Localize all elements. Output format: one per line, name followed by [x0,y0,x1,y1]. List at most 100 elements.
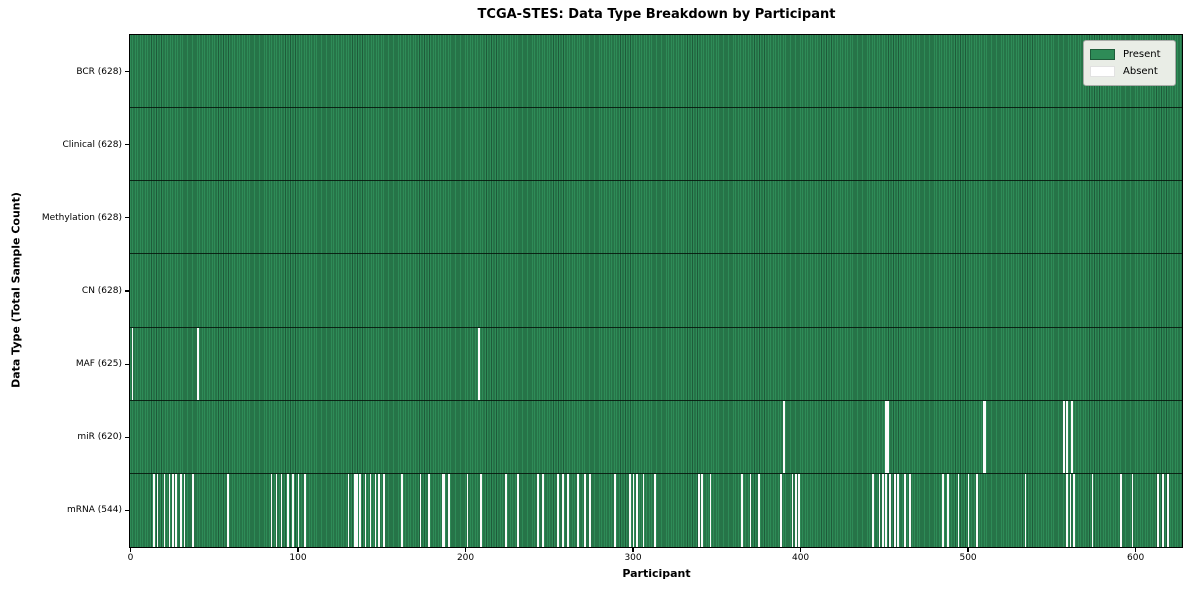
absent-mark [1066,400,1069,473]
absent-mark [791,473,794,547]
absent-mark [629,473,631,547]
absent-mark [171,473,174,547]
absent-mark [709,473,712,547]
ytick-label-Clinical: Clinical (628) [62,139,122,150]
legend-label-present: Present [1123,49,1161,60]
absent-mark [741,473,744,547]
absent-mark [275,473,278,547]
plot-area [129,34,1183,548]
absent-mark [443,473,445,547]
absent-mark [347,473,350,547]
absent-mark [537,473,539,547]
row-miR [130,400,1182,474]
row-mRNA [130,473,1182,547]
absent-mark [505,473,507,547]
absent-mark [942,473,945,547]
absent-mark [908,473,911,547]
absent-mark [872,473,874,547]
absent-mark [516,473,519,547]
absent-mark [882,473,884,547]
ytick-label-Methylation: Methylation (628) [41,212,122,223]
absent-mark [153,473,156,547]
absent-mark [893,473,896,547]
absent-mark [798,473,801,547]
absent-mark [1069,473,1072,547]
absent-mark [191,473,194,547]
absent-mark [642,473,645,547]
ytick-label-miR: miR (620) [77,432,122,443]
absent-mark [131,327,134,400]
absent-mark [280,473,283,547]
absent-mark [614,473,616,547]
row-MAF [130,327,1182,401]
absent-mark [356,473,358,547]
xtick-mark [799,547,802,552]
absent-mark [354,473,357,547]
xtick-mark [129,547,132,552]
absent-mark [364,473,367,547]
absent-mark [304,473,306,547]
ytick-mark [124,436,129,438]
absent-mark [287,473,290,547]
absent-mark [1161,473,1164,547]
absent-mark [197,327,199,400]
absent-mark [382,473,385,547]
chart-title: TCGA-STES: Data Type Breakdown by Partic… [477,7,836,22]
xtick-label-0: 0 [127,553,134,563]
absent-mark [401,473,404,547]
absent-mark [885,400,888,473]
absent-mark [377,473,380,547]
ytick-mark [124,144,129,146]
absent-mark [654,473,656,547]
absent-mark [1131,473,1134,547]
absent-mark [542,473,544,547]
xtick-label-200: 200 [456,553,475,563]
absent-mark [887,400,889,473]
absent-mark [419,473,422,547]
absent-mark [359,473,362,547]
absent-mark [982,400,985,473]
absent-mark [888,473,891,547]
ytick-mark [124,70,129,73]
ytick-mark [124,217,129,219]
xtick-mark [632,547,634,552]
absent-mark [227,473,229,547]
absent-mark [567,473,569,547]
absent-mark [701,473,703,547]
absent-mark [1063,400,1065,473]
absent-mark [478,327,481,400]
legend-entry-absent: Absent [1090,63,1167,80]
absent-mark [588,473,591,547]
absent-mark [180,473,182,547]
ytick-label-CN: CN (628) [81,286,122,296]
legend: Present Absent [1083,40,1176,86]
xtick-mark [464,547,467,552]
absent-mark [577,473,579,547]
absent-mark [374,473,377,547]
absent-mark [1066,473,1069,547]
absent-mark [795,473,797,547]
absent-mark [466,473,469,547]
absent-mark [1091,473,1094,547]
absent-mark [428,473,430,547]
ytick-label-mRNA: mRNA (544) [67,505,122,516]
absent-mark [758,473,760,547]
row-Clinical [130,108,1182,182]
legend-entry-present: Present [1090,46,1167,63]
present-swatch-icon [1090,49,1115,60]
absent-mark [441,473,444,547]
ytick-label-MAF: MAF (625) [75,359,122,370]
xtick-mark [297,547,299,552]
xtick-label-600: 600 [1127,553,1145,563]
x-axis-label: Participant [622,567,691,580]
absent-mark [697,473,700,547]
absent-mark [292,473,295,547]
absent-mark [1156,473,1159,547]
ytick-mark [124,509,129,512]
absent-mark [957,473,960,547]
absent-mark [1166,473,1169,547]
xtick-mark [1134,547,1137,552]
ytick-mark [124,363,129,365]
xtick-label-500: 500 [959,553,977,563]
absent-mark [885,473,888,547]
